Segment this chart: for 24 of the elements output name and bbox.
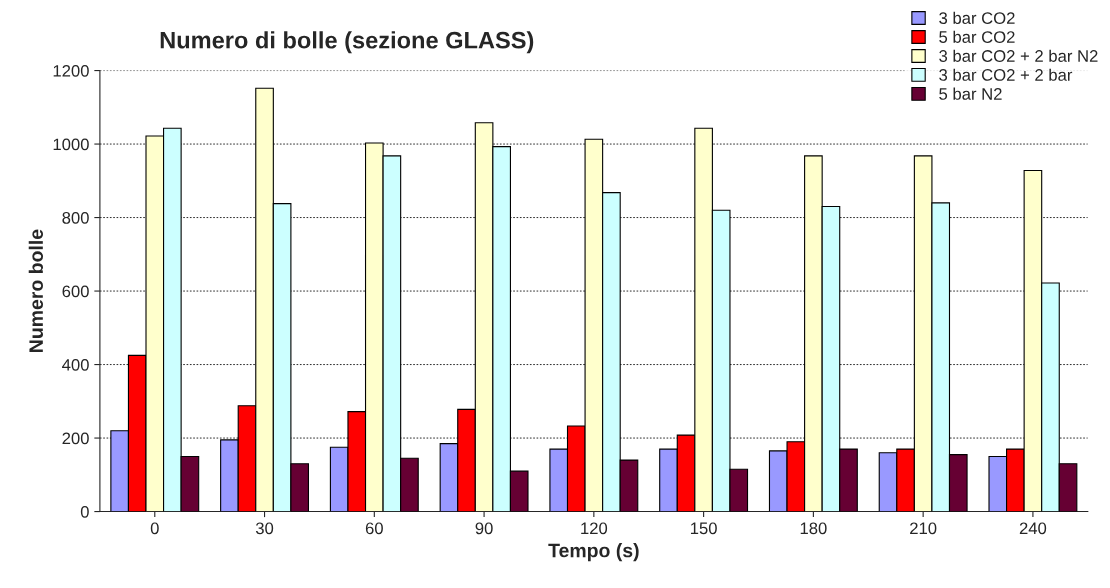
x-tick-label: 150 (690, 522, 717, 535)
x-tick-label: 0 (150, 522, 159, 535)
x-axis-title: Tempo (s) (548, 543, 639, 562)
x-tick-label: 30 (255, 522, 274, 535)
y-axis-title: Numero bolle (28, 229, 44, 352)
y-tick-label: 800 (62, 211, 89, 224)
x-tick-label: 90 (475, 522, 493, 535)
chart-title: Numero di bolle (sezione GLASS) (160, 31, 534, 54)
x-tick-label: 60 (365, 522, 383, 535)
legend-label: 3 bar CO2 + 2 bar N2 (939, 49, 1098, 62)
legend-label: 3 bar CO2 (939, 11, 1015, 24)
x-tick-label: 120 (581, 522, 608, 535)
legend-label: 5 bar N2 (939, 87, 1002, 100)
legend-label: 3 bar CO2 + 2 bar (939, 68, 1073, 81)
y-tick-label: 1000 (53, 138, 89, 151)
x-tick-label: 180 (800, 522, 827, 535)
y-tick-label: 0 (80, 505, 89, 518)
y-tick-label: 200 (62, 432, 89, 445)
y-tick-label: 600 (62, 285, 89, 298)
x-tick-label: 240 (1019, 522, 1047, 535)
legend-label: 5 bar CO2 (939, 30, 1015, 43)
y-tick-label: 1200 (53, 64, 89, 77)
x-tick-label: 210 (910, 522, 937, 535)
y-tick-label: 400 (62, 358, 89, 371)
